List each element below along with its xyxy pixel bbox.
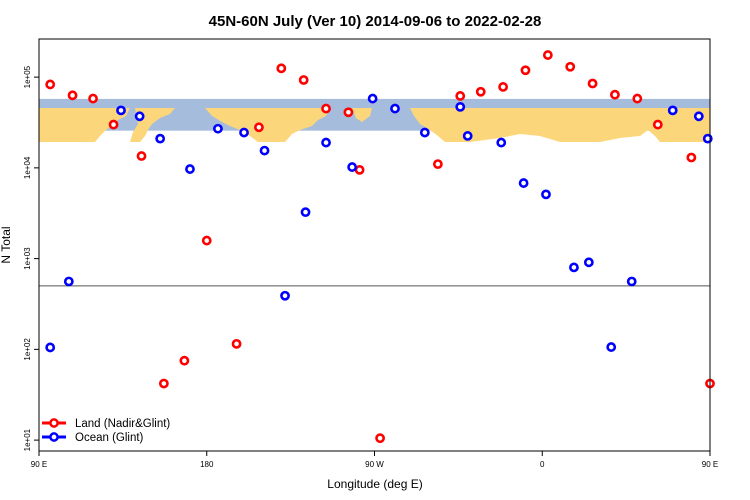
- land-point: [201, 235, 212, 246]
- land-point: [108, 119, 119, 130]
- land-point: [276, 63, 287, 74]
- land-point: [520, 65, 531, 76]
- land-mass-europe: [410, 108, 710, 142]
- x-axis: 90 E 180 90 W 0 90 E: [31, 451, 718, 469]
- land-point: [565, 61, 576, 72]
- ocean-point: [606, 342, 617, 352]
- ocean-point: [693, 111, 704, 122]
- ocean-series: [45, 93, 713, 353]
- ocean-point: [185, 164, 195, 174]
- land-point: [179, 355, 190, 366]
- ocean-point: [347, 162, 358, 172]
- x-tick-label: 180: [200, 460, 214, 469]
- land-point: [498, 82, 509, 92]
- land-point: [321, 103, 331, 114]
- land-point: [632, 93, 643, 104]
- ocean-point: [667, 105, 678, 116]
- ocean-point: [280, 290, 290, 301]
- x-axis-label: Longitude (deg E): [327, 477, 422, 491]
- land-mass-north-america: [205, 108, 330, 142]
- land-point: [686, 152, 697, 163]
- ocean-point: [45, 342, 56, 353]
- ocean-point: [462, 131, 473, 141]
- land-point: [343, 107, 354, 118]
- y-tick-label: 1e+02: [23, 338, 32, 361]
- ocean-point: [321, 137, 331, 148]
- ocean-point: [213, 123, 223, 134]
- ocean-point: [367, 93, 378, 104]
- ocean-point: [455, 101, 466, 112]
- land-point: [432, 159, 443, 170]
- land-series: [45, 50, 715, 444]
- ocean-point: [116, 105, 126, 116]
- ocean-point: [134, 111, 145, 122]
- land-point: [298, 75, 309, 85]
- x-tick-label: 90 W: [365, 460, 384, 469]
- ocean-point: [239, 127, 249, 138]
- land-point: [455, 91, 466, 101]
- ocean-point: [63, 276, 74, 287]
- world-map-strip: [39, 98, 710, 142]
- ocean-point: [626, 276, 637, 287]
- land-point: [652, 119, 663, 130]
- land-point: [136, 151, 147, 161]
- y-tick-label: 1e+04: [23, 156, 32, 179]
- land-point: [67, 90, 78, 101]
- ocean-point: [419, 127, 430, 138]
- land-point: [45, 79, 56, 90]
- land-mass-greenland: [352, 108, 372, 122]
- land-point: [231, 338, 242, 349]
- y-tick-label: 1e+01: [23, 428, 32, 451]
- ocean-point: [259, 145, 270, 156]
- land-point: [88, 93, 98, 104]
- ocean-point: [518, 178, 529, 188]
- land-point: [475, 86, 486, 97]
- land-point: [542, 50, 553, 60]
- legend-land-label: Land (Nadir&Glint): [75, 418, 170, 430]
- chart-title: 45N-60N July (Ver 10) 2014-09-06 to 2022…: [209, 13, 542, 30]
- land-point: [587, 78, 598, 89]
- ocean-point: [541, 189, 551, 200]
- ocean-point: [390, 103, 400, 114]
- y-tick-label: 1e+05: [23, 65, 32, 88]
- ocean-point: [300, 207, 311, 218]
- legend: Land (Nadir&Glint) Ocean (Glint): [42, 418, 170, 444]
- land-mass-asia-west: [39, 108, 130, 142]
- x-tick-label: 90 E: [31, 460, 47, 469]
- legend-ocean-marker: [49, 432, 59, 442]
- y-axis: 1e+01 1e+02 1e+03 1e+04 1e+05: [23, 65, 39, 451]
- legend-ocean-label: Ocean (Glint): [75, 432, 144, 444]
- y-axis-label: N Total: [0, 226, 13, 263]
- land-point: [610, 89, 620, 100]
- ocean-point: [569, 262, 579, 273]
- plot-area: [38, 38, 715, 452]
- ocean-point: [155, 133, 166, 144]
- land-point: [354, 164, 365, 175]
- ocean-point: [583, 257, 594, 268]
- x-tick-label: 90 E: [702, 460, 718, 469]
- land-point: [254, 122, 264, 133]
- y-tick-label: 1e+03: [23, 247, 32, 270]
- land-point: [158, 378, 169, 389]
- ocean-point: [496, 137, 507, 148]
- legend-land-marker: [49, 418, 59, 428]
- land-point: [375, 433, 385, 444]
- x-tick-label: 0: [540, 460, 545, 469]
